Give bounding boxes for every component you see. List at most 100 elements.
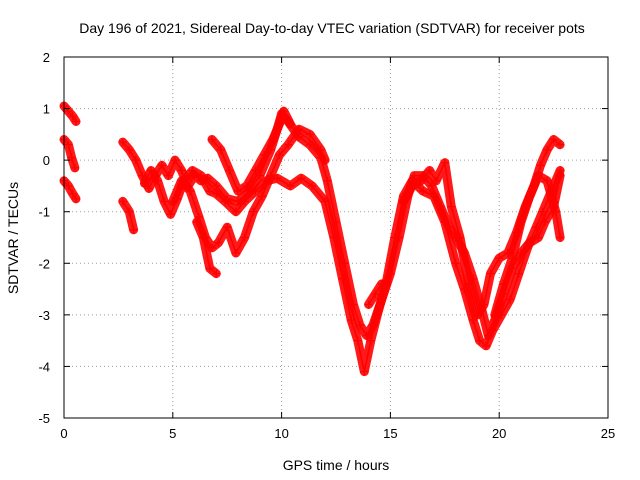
series-arc-4	[140, 166, 565, 377]
y-tick-labels: -5 -4 -3 -2 -1 0 1 2	[38, 50, 50, 426]
data-point	[495, 254, 504, 263]
data-point	[543, 176, 552, 185]
data-point	[364, 300, 373, 309]
x-tick-label: 10	[274, 426, 288, 441]
data-point	[482, 341, 491, 350]
series-arc-6	[192, 217, 221, 279]
data-point	[479, 300, 488, 309]
data-point	[188, 166, 197, 175]
data-point	[242, 181, 251, 190]
data-point	[295, 125, 304, 134]
y-tick-label: -1	[38, 205, 50, 220]
data-point	[275, 120, 284, 129]
series-line	[195, 221, 218, 275]
data-point	[475, 336, 484, 345]
series-arc-1b	[59, 135, 80, 173]
series-arc-9	[490, 171, 565, 320]
data-point	[240, 233, 249, 242]
data-point	[157, 161, 166, 170]
data-point	[275, 150, 284, 159]
data-point	[186, 187, 195, 196]
series-arc-1c	[59, 176, 81, 204]
data-point	[556, 233, 565, 242]
data-point	[473, 310, 482, 319]
data-point	[166, 210, 175, 219]
y-tick-label: -3	[38, 308, 50, 323]
data-point	[551, 207, 560, 216]
data-point	[338, 274, 347, 283]
y-tick-label: 1	[43, 102, 50, 117]
data-point	[305, 130, 314, 139]
series-line	[122, 112, 561, 337]
data-point	[432, 176, 441, 185]
data-point	[212, 189, 221, 198]
data-point	[192, 218, 201, 227]
data-point	[153, 176, 162, 185]
series-line	[63, 138, 76, 169]
series-arc-3	[118, 196, 139, 235]
data-point	[214, 238, 223, 247]
data-point	[197, 171, 206, 180]
data-point	[273, 174, 282, 183]
data-point	[556, 166, 565, 175]
data-point	[308, 181, 317, 190]
data-point	[286, 181, 295, 190]
data-point	[67, 153, 76, 162]
data-point	[329, 233, 338, 242]
chart-title: Day 196 of 2021, Sidereal Day-to-day VTE…	[79, 20, 585, 36]
data-point	[408, 181, 417, 190]
data-point	[377, 279, 386, 288]
data-point	[70, 163, 79, 172]
data-point	[147, 166, 156, 175]
x-tick-label: 0	[60, 426, 67, 441]
data-point	[177, 166, 186, 175]
data-point	[216, 145, 225, 154]
data-point	[251, 166, 260, 175]
data-point	[390, 233, 399, 242]
data-point	[131, 156, 140, 165]
data-point	[168, 197, 177, 206]
x-tick-label: 20	[492, 426, 506, 441]
data-point	[440, 218, 449, 227]
data-point	[469, 316, 478, 325]
data-point	[68, 189, 77, 198]
data-point	[429, 192, 438, 201]
data-point	[347, 316, 356, 325]
series-arc-7	[207, 106, 295, 196]
data-point	[164, 171, 173, 180]
data-point	[266, 171, 275, 180]
data-point	[221, 197, 230, 206]
data-point	[144, 184, 153, 193]
data-point	[212, 269, 221, 278]
series-arc-5	[168, 124, 330, 258]
data-point	[440, 158, 449, 167]
data-point	[279, 107, 288, 116]
data-point	[523, 243, 532, 252]
data-point	[534, 171, 543, 180]
y-tick-label: -4	[38, 359, 50, 374]
series-arc-10	[364, 279, 387, 309]
data-point	[64, 181, 73, 190]
data-point	[456, 233, 465, 242]
data-point	[316, 145, 325, 154]
data-point	[353, 336, 362, 345]
data-point	[199, 233, 208, 242]
data-point	[399, 197, 408, 206]
data-point	[499, 279, 508, 288]
axis-ticks	[63, 56, 609, 419]
data-point	[373, 310, 382, 319]
data-point	[231, 207, 240, 216]
data-point	[447, 202, 456, 211]
data-point	[416, 176, 425, 185]
data-point	[231, 248, 240, 257]
data-point	[207, 135, 216, 144]
data-point	[125, 207, 134, 216]
data-point	[425, 166, 434, 175]
data-point	[71, 117, 80, 126]
data-point	[251, 187, 260, 196]
data-point	[249, 207, 258, 216]
series-line	[63, 180, 77, 200]
data-point	[538, 207, 547, 216]
data-point	[514, 269, 523, 278]
